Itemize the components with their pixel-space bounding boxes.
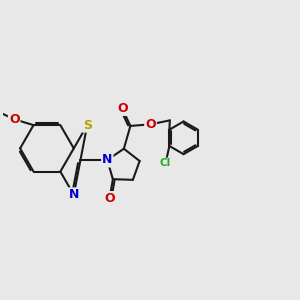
Text: N: N bbox=[69, 188, 79, 201]
Text: O: O bbox=[145, 118, 156, 131]
Text: O: O bbox=[104, 192, 115, 205]
Text: O: O bbox=[117, 102, 128, 115]
Text: N: N bbox=[102, 154, 112, 166]
Text: S: S bbox=[83, 118, 92, 132]
Text: Cl: Cl bbox=[160, 158, 171, 168]
Text: O: O bbox=[9, 113, 20, 126]
